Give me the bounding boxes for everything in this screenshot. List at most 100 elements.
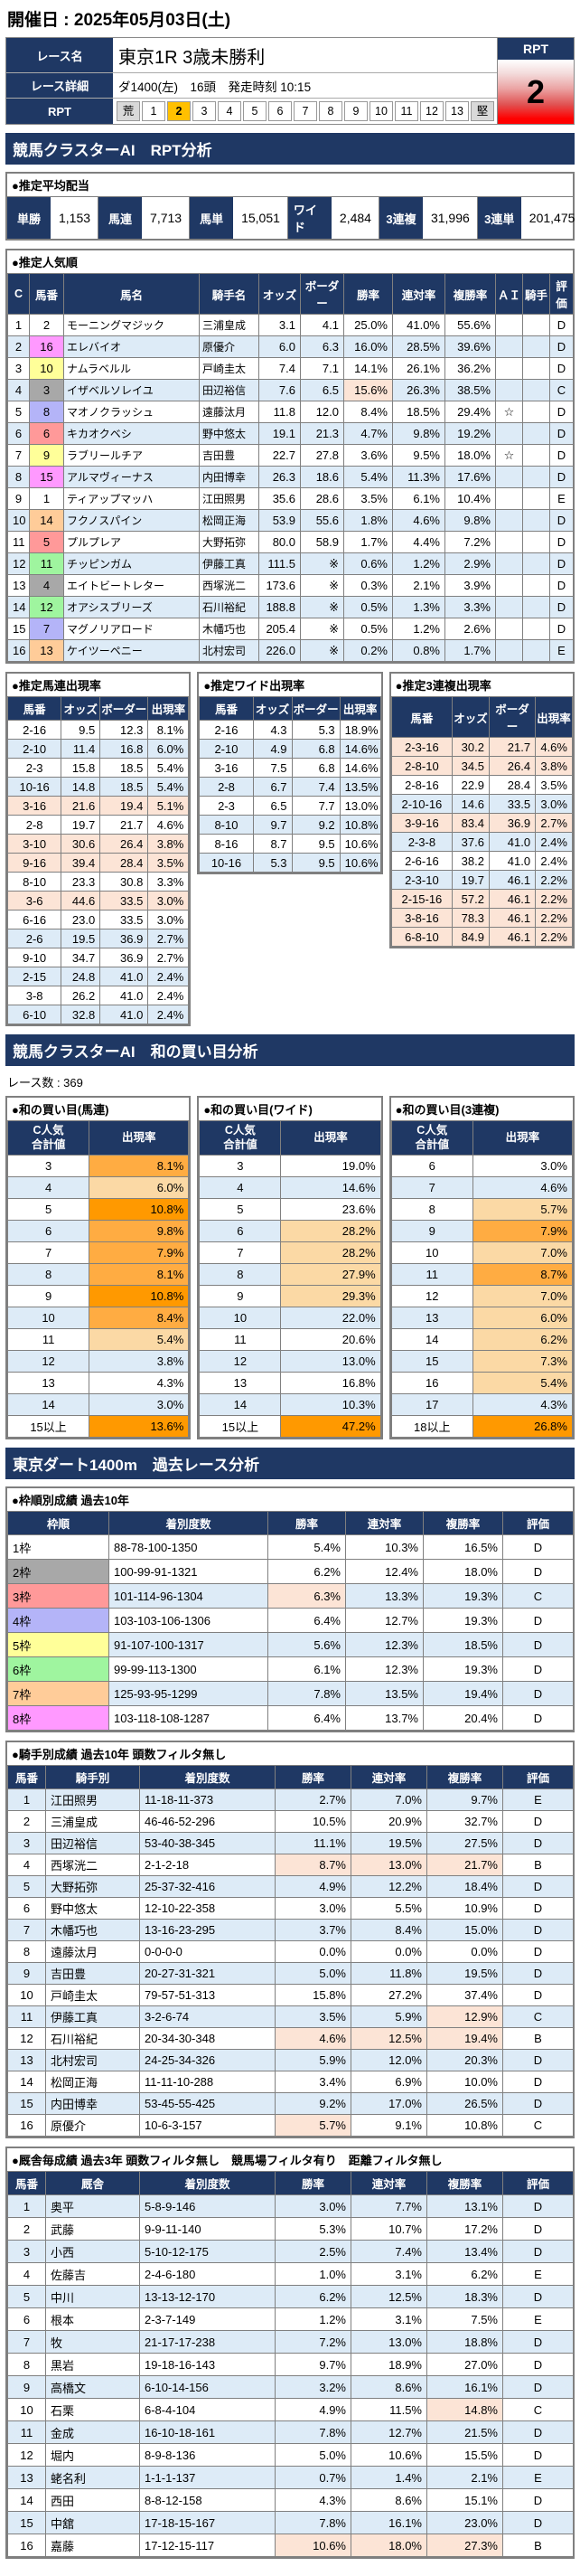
popularity-row: 7 9 ラブリールチア 吉田豊 22.7 27.8 3.6% 9.5% 18.0% ☆ D	[7, 444, 574, 467]
c-rank: 3	[7, 357, 30, 380]
evaluation: D	[502, 2092, 574, 2116]
border-odds: 46.1	[488, 908, 537, 928]
occurrence-rate: 3.0%	[147, 891, 190, 911]
wa-sanren-row: 7 4.6%	[390, 1176, 573, 1200]
rpt-scale-cell-1[interactable]: 1	[142, 101, 165, 121]
show-rate: 10.9%	[426, 1897, 503, 1920]
wide-row: 2-8 6.7 7.4 13.5%	[199, 777, 381, 797]
rpt-indicator-box: RPT 2	[497, 38, 574, 124]
popularity-header: 評価	[549, 273, 574, 315]
wa-wide-row: 3 19.0%	[199, 1155, 381, 1178]
show-rate: 16.5%	[423, 1534, 503, 1561]
horse-name: チッピンガム	[63, 552, 200, 575]
wide-row: 8-16 8.7 9.5 10.6%	[199, 834, 381, 854]
umaren-row: 2-6 19.5 36.9 2.7%	[6, 929, 190, 948]
horse-number: 6	[7, 1897, 46, 1920]
combination: 2-3	[6, 758, 62, 778]
evaluation: D	[502, 1919, 574, 1942]
border-odds: 7.4	[291, 777, 341, 797]
occurrence-rate: 2.7%	[147, 929, 190, 948]
combination: 10-16	[199, 853, 254, 873]
occurrence-rate: 2.7%	[535, 813, 573, 833]
rpt-scale-cell-2[interactable]: 2	[167, 101, 191, 121]
rpt-scale-cell-3[interactable]: 3	[192, 101, 216, 121]
sanrenpuku-row: 6-8-10 84.9 46.1 2.2%	[390, 927, 573, 947]
quinella-rate: 1.3%	[392, 596, 445, 618]
quinella-rate: 16.1%	[351, 2511, 427, 2535]
show-rate: 27.5%	[426, 1832, 503, 1855]
wa-wide-row: 6 28.2%	[199, 1220, 381, 1243]
rpt-scale-cell-6[interactable]: 6	[268, 101, 292, 121]
occurrence-rate: 8.1%	[147, 720, 190, 740]
horse-number: 14	[7, 2488, 46, 2513]
odds: 7.4	[258, 357, 301, 380]
evaluation: E	[549, 639, 574, 662]
win-rate: 0.6%	[343, 552, 393, 575]
ai-star	[495, 357, 523, 380]
rpt-scale-cell-10[interactable]: 10	[370, 101, 393, 121]
wa-sanren-row: 10 7.0%	[390, 1241, 573, 1265]
umaren-header-row: 馬番 オッズ ボーダー 出現率	[6, 696, 190, 721]
rpt-scale-cell-12[interactable]: 12	[420, 101, 444, 121]
stable-header: 厩舎	[45, 2171, 140, 2196]
section-header-rpt-analysis: 競馬クラスターAI RPT分析	[5, 133, 575, 165]
jockey-name: 江田照男	[45, 1788, 140, 1812]
race-detail-label: レース詳細	[6, 73, 114, 98]
horse-number: 15	[7, 2511, 46, 2535]
stable-name: 中舘	[45, 2511, 140, 2535]
quinella-rate: 5.9%	[351, 2005, 427, 2029]
stable-name: 佐藤吉	[45, 2262, 140, 2287]
occurrence-rate: 2.4%	[147, 1005, 190, 1024]
horse-number: 15	[29, 466, 64, 488]
c-popularity-sum: 9	[199, 1285, 282, 1308]
rpt-scale-cell-5[interactable]: 5	[243, 101, 267, 121]
stable-name: 金成	[45, 2420, 140, 2445]
wa-umaren-header: 出現率	[89, 1119, 190, 1156]
jockey-star	[522, 379, 550, 401]
rpt-scale-cell-堅[interactable]: 堅	[471, 101, 494, 121]
sanrenpuku-row: 2-8-16 22.9 28.4 3.5%	[390, 775, 573, 795]
jockey-star	[522, 574, 550, 597]
quinella-rate: 3.1%	[351, 2262, 427, 2287]
win-rate: 6.4%	[267, 1705, 346, 1731]
odds: 34.5	[452, 756, 490, 776]
jockey-star	[522, 335, 550, 358]
horse-number: 5	[7, 2285, 46, 2309]
odds: 26.2	[61, 986, 101, 1005]
sanrenpuku-row: 2-3-10 19.7 46.1 2.2%	[390, 870, 573, 890]
occurrence-rate: 4.6%	[147, 815, 190, 835]
rpt-scale-cell-7[interactable]: 7	[294, 101, 317, 121]
rpt-scale-cell-13[interactable]: 13	[445, 101, 469, 121]
jockey-name: 三浦皇成	[199, 314, 259, 336]
evaluation: D	[502, 1632, 574, 1658]
jockey-title: ●騎手別成績 過去10年 頭数フィルタ無し	[7, 1742, 573, 1766]
wa-sanren-row: 13 6.0%	[390, 1307, 573, 1330]
odds: 226.0	[258, 639, 301, 662]
stable-name: 嘉藤	[45, 2534, 140, 2558]
ai-star	[495, 466, 523, 488]
finish-counts: 2-4-6-180	[139, 2262, 276, 2287]
payout-panel: ●推定平均配当 単勝 1,153 馬連 7,713 馬単 15,051 ワイド 2,484 3連…	[5, 172, 575, 241]
odds: 173.6	[258, 574, 301, 597]
bracket-number: 4枠	[7, 1608, 109, 1634]
show-rate: 17.2%	[426, 2217, 503, 2241]
jockey-star	[522, 314, 550, 336]
horse-name: マオノクラッシュ	[63, 401, 200, 423]
bracket-number: 6枠	[7, 1656, 109, 1683]
waku-row: 5枠 91-107-100-1317 5.6% 12.3% 18.5% D	[7, 1632, 574, 1658]
ai-star	[495, 552, 523, 575]
horse-number: 6	[7, 2307, 46, 2332]
rpt-scale-cell-11[interactable]: 11	[395, 101, 418, 121]
show-rate: 55.6%	[444, 314, 496, 336]
c-rank: 10	[7, 509, 30, 532]
show-rate: 32.7%	[426, 1810, 503, 1834]
rpt-scale-cell-4[interactable]: 4	[218, 101, 241, 121]
rpt-scale-cell-荒[interactable]: 荒	[117, 101, 140, 121]
horse-number: 8	[7, 2353, 46, 2377]
finish-counts: 8-8-12-158	[139, 2488, 276, 2513]
jockey-header: 複勝率	[426, 1765, 503, 1790]
rpt-scale-cell-8[interactable]: 8	[319, 101, 342, 121]
quinella-rate: 0.8%	[392, 639, 445, 662]
c-popularity-sum: 7	[390, 1176, 473, 1200]
rpt-scale-cell-9[interactable]: 9	[344, 101, 368, 121]
